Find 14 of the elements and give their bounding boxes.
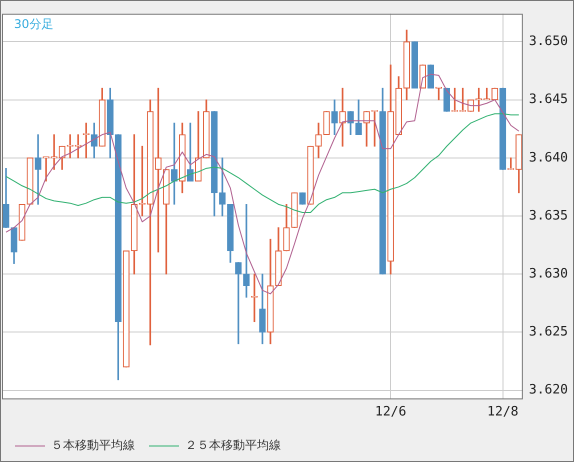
- chart-title: 30分足: [14, 16, 54, 31]
- legend-label: ５本移動平均線: [51, 438, 135, 452]
- x-tick-label: 12/8: [487, 404, 518, 420]
- y-tick-label: 3.640: [528, 150, 568, 166]
- y-tick-label: 3.645: [528, 92, 568, 108]
- x-tick-label: 12/6: [374, 404, 406, 420]
- candlestick: [339, 88, 346, 147]
- y-tick-label: 3.625: [528, 324, 568, 340]
- y-tick-label: 3.650: [528, 34, 568, 50]
- y-tick-label: 3.635: [528, 208, 568, 224]
- legend-label: ２５本移動平均線: [185, 438, 281, 452]
- candlestick: [34, 134, 42, 205]
- y-tick-label: 3.620: [528, 382, 568, 398]
- y-tick-label: 3.630: [528, 266, 568, 282]
